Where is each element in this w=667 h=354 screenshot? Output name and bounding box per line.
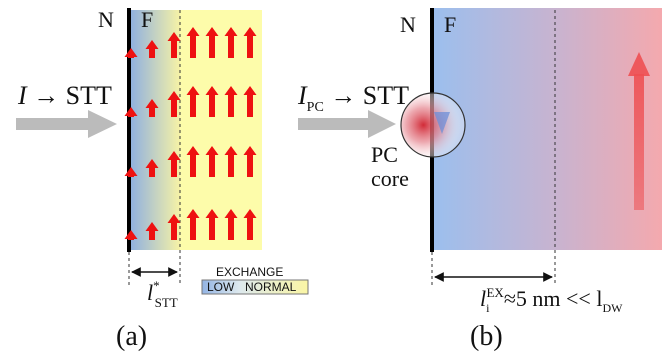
magnetization-arrow <box>186 27 200 58</box>
f-label: F <box>141 7 153 32</box>
magnetization-arrow <box>145 159 159 177</box>
length-main: l <box>147 280 153 305</box>
legend-low: LOW <box>207 280 235 294</box>
magnetization-arrow <box>205 146 219 177</box>
pc-current-label: IPC → STT <box>297 81 409 115</box>
caption-a: (a) <box>116 321 147 352</box>
magnetization-arrow <box>167 32 181 58</box>
length-sub: STT <box>155 295 178 310</box>
current-input-arrow <box>16 110 117 138</box>
magnetization-arrow <box>145 99 159 117</box>
legend-gradient-bar <box>201 279 309 295</box>
magnetization-arrow <box>145 40 159 58</box>
magnetization-arrow <box>205 209 219 240</box>
exchange-length-label: liEX≈5 nm << lDW <box>480 285 623 315</box>
magnetization-arrow <box>243 146 257 177</box>
legend-title: EXCHANGE <box>216 265 283 279</box>
pc-main: I <box>297 81 308 110</box>
caption-b: (b) <box>470 321 503 352</box>
magnetization-arrow <box>243 27 257 58</box>
magnetization-arrow <box>224 27 238 58</box>
length-label: l* STT <box>147 278 178 310</box>
ldw-sub: DW <box>602 301 623 315</box>
magnetization-arrow <box>186 86 200 117</box>
stt-text: → STT <box>27 81 112 110</box>
magnetization-arrow <box>124 167 138 177</box>
lex-sup: EX <box>486 285 504 300</box>
pc-tail: → STT <box>324 81 409 110</box>
exchange-legend: EXCHANGE LOW NORMAL <box>201 265 309 295</box>
magnetization-arrow <box>243 209 257 240</box>
n-label-b: N <box>400 12 416 37</box>
pc-input-arrow <box>298 110 396 138</box>
ferromagnet-gradient <box>432 8 662 250</box>
magnetization-arrow <box>145 222 159 240</box>
magnetization-arrow <box>224 209 238 240</box>
magnetization-arrow <box>186 146 200 177</box>
n-label: N <box>98 7 114 32</box>
magnetization-arrow <box>243 86 257 117</box>
f-label-b: F <box>444 12 456 37</box>
pc-sub: PC <box>307 100 324 115</box>
magnetization-arrow <box>124 107 138 117</box>
magnetization-arrow <box>124 48 138 58</box>
magnetization-arrow <box>167 151 181 177</box>
magnetization-arrow <box>224 146 238 177</box>
magnetization-arrow <box>167 91 181 117</box>
core-label-line2: core <box>371 166 409 191</box>
lex-mid: ≈5 nm << l <box>504 286 603 311</box>
core-label-line1: PC <box>371 142 398 167</box>
panel-a: N F I → STT l* STT EXCHANGE LOW NORMAL (a… <box>16 7 309 352</box>
magnetization-arrow <box>124 230 138 240</box>
lex-main: l <box>480 286 486 311</box>
magnetization-arrow <box>167 214 181 240</box>
legend-normal: NORMAL <box>245 280 297 294</box>
magnetization-arrow <box>205 27 219 58</box>
panel-b: N F IPC → STT PC core liEX≈5 nm << lDW (… <box>297 8 662 352</box>
magnetization-arrow <box>224 86 238 117</box>
large-magnetization-arrow <box>628 52 650 210</box>
pc-core <box>400 92 466 158</box>
magnetization-arrow <box>205 86 219 117</box>
magnetization-arrow <box>186 209 200 240</box>
length-sup: * <box>153 278 160 293</box>
lex-sub: i <box>486 301 490 315</box>
magnetization-arrows <box>124 27 257 240</box>
current-label: I → STT <box>17 81 112 110</box>
